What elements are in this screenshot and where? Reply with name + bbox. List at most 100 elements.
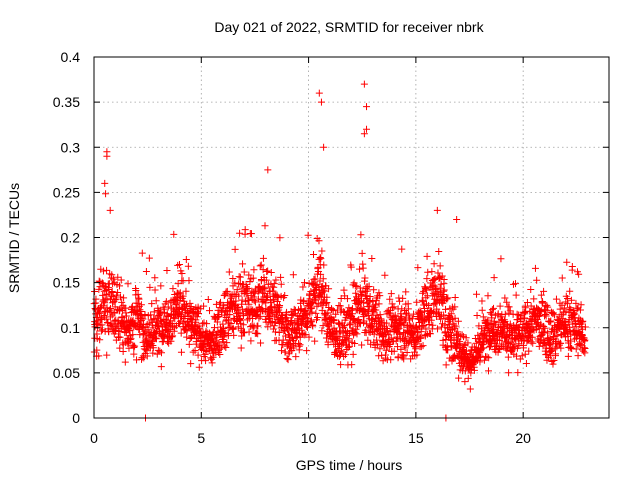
y-tick-label: 0 [72, 410, 80, 426]
data-point [223, 287, 231, 295]
data-point [313, 280, 321, 288]
data-point [263, 267, 271, 275]
data-point [263, 292, 271, 300]
data-point [310, 275, 318, 283]
data-point [134, 290, 142, 298]
data-point [284, 356, 292, 364]
data-point [437, 315, 445, 323]
data-point [191, 347, 199, 355]
data-point [247, 337, 255, 345]
data-point [417, 334, 425, 342]
data-point [209, 353, 217, 361]
data-point [501, 294, 509, 302]
data-point [216, 351, 224, 359]
data-point [506, 320, 514, 328]
data-point [238, 300, 246, 308]
data-point [500, 316, 508, 324]
data-point [361, 274, 369, 282]
data-point [296, 333, 304, 341]
data-point [572, 299, 580, 307]
data-point [461, 378, 469, 386]
data-point [435, 248, 443, 256]
data-point [521, 350, 529, 358]
data-point [179, 277, 187, 285]
data-point [221, 329, 229, 337]
data-point [299, 329, 307, 337]
data-point [364, 336, 372, 344]
data-point [388, 304, 396, 312]
data-point [506, 307, 514, 315]
data-point [220, 302, 228, 310]
data-point [542, 344, 550, 352]
data-point [292, 353, 300, 361]
data-point [312, 296, 320, 304]
data-point [349, 305, 357, 313]
data-point [566, 323, 574, 331]
data-point [352, 289, 360, 297]
data-point [442, 361, 450, 369]
data-point [372, 306, 380, 314]
data-point [139, 315, 147, 323]
data-point [544, 303, 552, 311]
data-point [215, 312, 223, 320]
data-point [321, 316, 329, 324]
data-point [318, 247, 326, 255]
data-point [376, 345, 384, 353]
data-point [264, 323, 272, 331]
data-point [417, 328, 425, 336]
data-point [319, 301, 327, 309]
data-point [159, 331, 167, 339]
data-point [318, 327, 326, 335]
data-point [453, 215, 461, 223]
data-point [329, 307, 337, 315]
y-tick-label: 0.1 [61, 320, 81, 336]
data-point [475, 335, 483, 343]
data-point [419, 342, 427, 350]
data-point [277, 347, 285, 355]
data-point [477, 353, 485, 361]
data-point [287, 317, 295, 325]
data-point [429, 321, 437, 329]
data-point [236, 316, 244, 324]
data-point [563, 329, 571, 337]
data-point [479, 313, 487, 321]
data-point [402, 310, 410, 318]
data-point [451, 303, 459, 311]
data-point [541, 324, 549, 332]
data-point [581, 336, 589, 344]
data-point [301, 307, 309, 315]
data-point [410, 310, 418, 318]
data-point [178, 269, 186, 277]
data-point [537, 308, 545, 316]
data-point [304, 231, 312, 239]
y-axis-label: SRMTID / TECUs [6, 183, 22, 293]
data-point [533, 315, 541, 323]
data-point [357, 231, 365, 239]
data-point [542, 312, 550, 320]
data-point [574, 352, 582, 360]
data-point [423, 252, 431, 260]
data-point [337, 361, 345, 369]
data-point [398, 245, 406, 253]
data-point [168, 333, 176, 341]
data-point [547, 347, 555, 355]
data-point [233, 286, 241, 294]
data-point [535, 342, 543, 350]
data-point [182, 255, 190, 263]
x-tick-labels: 0 5 10 15 20 [90, 430, 531, 446]
data-point [319, 275, 327, 283]
data-point [189, 348, 197, 356]
data-point [249, 324, 257, 332]
data-point [557, 344, 565, 352]
data-point [523, 298, 531, 306]
data-point [427, 316, 435, 324]
data-point [102, 315, 110, 323]
data-point [386, 295, 394, 303]
data-point [503, 298, 511, 306]
data-point [156, 347, 164, 355]
data-point [193, 335, 201, 343]
data-point [480, 344, 488, 352]
data-point [288, 318, 296, 326]
data-point [335, 320, 343, 328]
data-point [152, 335, 160, 343]
